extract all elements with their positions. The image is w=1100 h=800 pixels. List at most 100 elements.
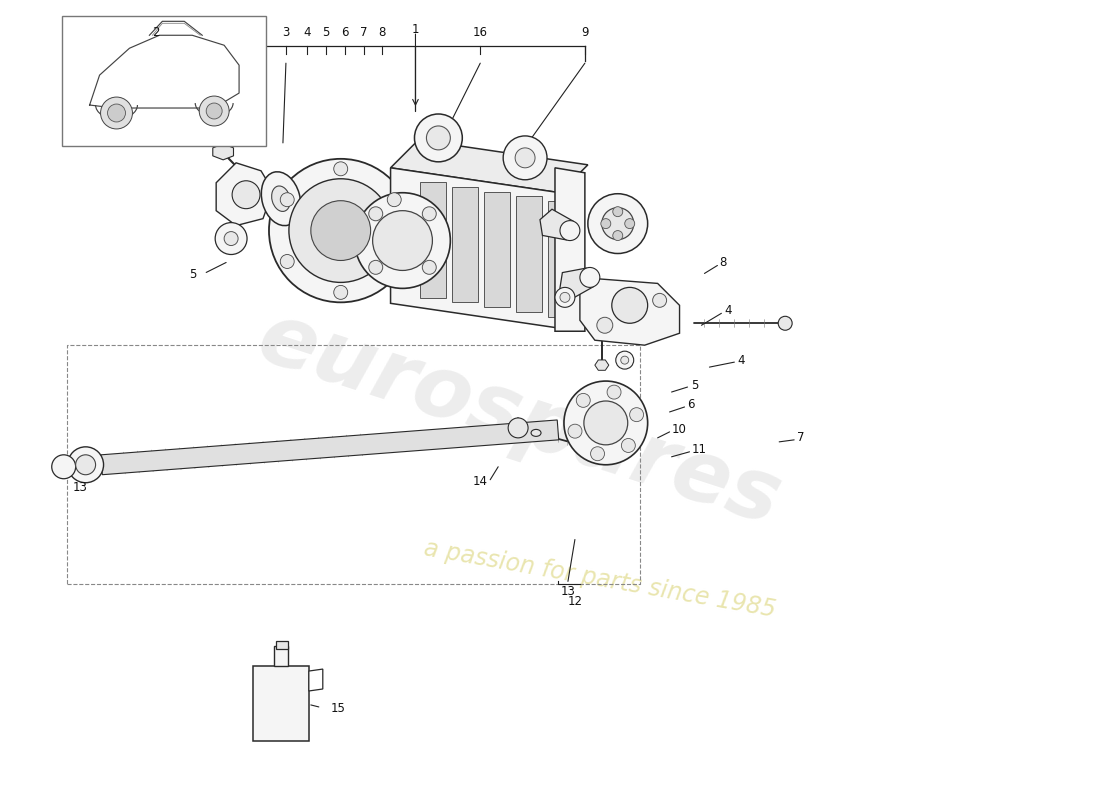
Circle shape — [333, 286, 348, 299]
Circle shape — [620, 356, 629, 364]
Polygon shape — [212, 144, 233, 160]
Polygon shape — [420, 182, 447, 298]
Circle shape — [216, 222, 248, 254]
Polygon shape — [309, 669, 322, 691]
Polygon shape — [390, 140, 587, 193]
Circle shape — [607, 385, 621, 399]
Circle shape — [616, 351, 634, 369]
Text: 14: 14 — [472, 475, 487, 488]
Polygon shape — [560, 268, 593, 299]
Text: 6: 6 — [341, 26, 349, 38]
Text: 4: 4 — [304, 26, 310, 38]
Circle shape — [206, 103, 222, 119]
Polygon shape — [101, 420, 559, 474]
Circle shape — [612, 287, 648, 323]
Text: 7: 7 — [360, 26, 367, 38]
Circle shape — [576, 394, 591, 407]
Circle shape — [580, 267, 600, 287]
Circle shape — [270, 159, 412, 302]
Polygon shape — [595, 360, 608, 370]
Text: 4: 4 — [725, 304, 732, 317]
Circle shape — [415, 114, 462, 162]
Circle shape — [515, 148, 535, 168]
Circle shape — [368, 207, 383, 221]
Circle shape — [568, 424, 582, 438]
Circle shape — [422, 260, 437, 274]
Text: eurospares: eurospares — [249, 296, 792, 543]
Polygon shape — [217, 163, 273, 226]
Text: 13: 13 — [561, 585, 575, 598]
Circle shape — [373, 210, 432, 270]
Polygon shape — [556, 168, 585, 331]
Text: 6: 6 — [688, 398, 695, 411]
Bar — [253, 666, 309, 741]
Circle shape — [587, 194, 648, 254]
Circle shape — [560, 292, 570, 302]
Text: 7: 7 — [798, 431, 804, 444]
Circle shape — [333, 162, 348, 176]
Circle shape — [108, 104, 125, 122]
Ellipse shape — [272, 186, 290, 211]
Circle shape — [387, 193, 402, 206]
Text: 10: 10 — [672, 423, 686, 436]
Circle shape — [597, 318, 613, 334]
Text: 3: 3 — [283, 26, 289, 38]
Circle shape — [560, 221, 580, 241]
Text: 15: 15 — [331, 702, 345, 715]
Polygon shape — [580, 278, 680, 345]
Circle shape — [354, 193, 450, 288]
Circle shape — [564, 381, 648, 465]
Text: 4: 4 — [737, 354, 745, 366]
Text: 5: 5 — [189, 268, 197, 281]
Text: 1: 1 — [411, 22, 419, 36]
Circle shape — [591, 446, 605, 461]
Circle shape — [368, 260, 383, 274]
Circle shape — [311, 201, 371, 261]
Polygon shape — [540, 210, 573, 240]
Circle shape — [68, 447, 103, 482]
Text: 12: 12 — [568, 594, 582, 608]
Circle shape — [280, 193, 294, 206]
Circle shape — [652, 294, 667, 307]
Circle shape — [100, 97, 132, 129]
Circle shape — [387, 254, 402, 269]
Polygon shape — [390, 168, 560, 328]
Polygon shape — [548, 201, 574, 317]
Text: 5: 5 — [322, 26, 330, 38]
Polygon shape — [484, 191, 510, 307]
Text: 5: 5 — [692, 378, 698, 391]
Circle shape — [427, 126, 450, 150]
Circle shape — [556, 287, 575, 307]
Text: 8: 8 — [378, 26, 385, 38]
Polygon shape — [452, 187, 478, 302]
Bar — [62, 16, 266, 146]
Circle shape — [224, 231, 238, 246]
Circle shape — [76, 455, 96, 474]
Circle shape — [289, 178, 393, 282]
Circle shape — [613, 230, 623, 241]
Circle shape — [199, 96, 229, 126]
Circle shape — [625, 218, 635, 229]
Circle shape — [613, 206, 623, 217]
Ellipse shape — [262, 172, 300, 226]
Circle shape — [503, 136, 547, 180]
Bar — [274, 646, 288, 666]
Circle shape — [602, 208, 634, 239]
Circle shape — [629, 408, 644, 422]
Text: 13: 13 — [73, 481, 87, 494]
Ellipse shape — [531, 430, 541, 436]
Circle shape — [621, 438, 636, 453]
Text: 8: 8 — [719, 256, 727, 269]
Circle shape — [584, 401, 628, 445]
Polygon shape — [516, 196, 542, 312]
Text: 9: 9 — [581, 26, 589, 38]
Text: 16: 16 — [473, 26, 487, 38]
Circle shape — [778, 316, 792, 330]
Text: 2: 2 — [153, 26, 161, 38]
Circle shape — [52, 455, 76, 478]
Text: a passion for parts since 1985: a passion for parts since 1985 — [422, 537, 778, 622]
Circle shape — [601, 218, 610, 229]
Text: 11: 11 — [692, 443, 706, 456]
Circle shape — [232, 181, 260, 209]
Circle shape — [422, 207, 437, 221]
